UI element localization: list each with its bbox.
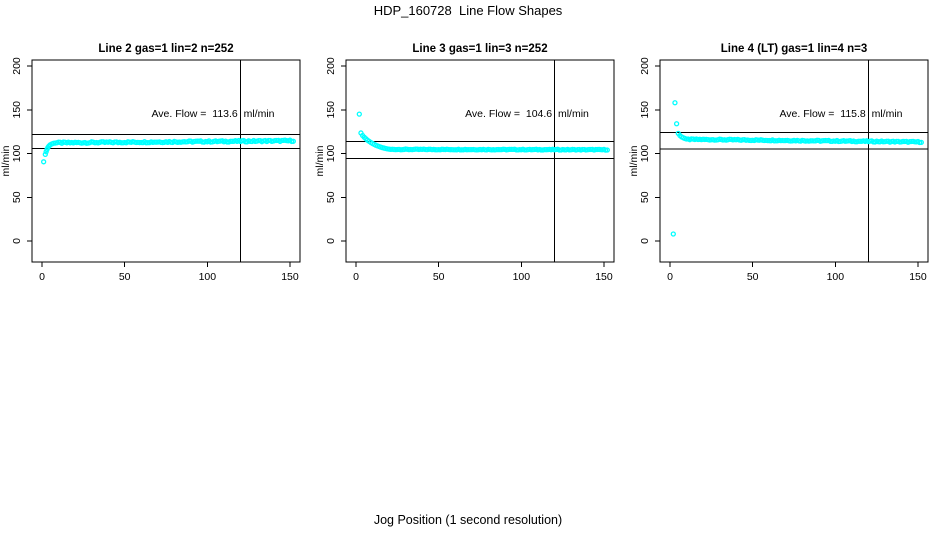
y-tick-label: 200 [639,57,651,75]
x-tick-label: 150 [909,271,927,283]
x-tick-label: 150 [281,271,299,283]
y-tick-label: 200 [11,57,23,75]
data-points [41,137,296,165]
y-tick-label: 50 [11,191,23,203]
y-axis-title: ml/min [628,145,640,176]
panel-line-4: Line 4 (LT) gas=1 lin=4 n=3 0 50 100 150 0 50 1… [628,20,936,300]
y-tick-label: 0 [639,238,651,244]
data-point [41,159,47,165]
plot-line-2: Line 2 gas=1 lin=2 n=252 0 50 100 150 0 50 100 1… [0,43,301,283]
panel-line-2: Line 2 gas=1 lin=2 n=252 0 50 100 150 0 50 100 1… [0,20,308,300]
data-point [42,151,48,158]
y-tick-label: 0 [325,238,337,244]
data-points [670,100,924,237]
y-tick-label: 50 [325,191,337,203]
data-point [918,139,924,146]
y-tick-label: 150 [325,101,337,119]
y-tick-label: 0 [11,238,23,244]
y-tick-label: 150 [639,101,651,119]
x-tick-label: 0 [39,271,45,283]
ave-flow-annotation: Ave. Flow = 113.6 ml/min [151,108,274,120]
y-axis-title: ml/min [314,145,326,176]
x-tick-label: 100 [513,271,531,283]
plot-box [345,59,615,263]
x-tick-label: 0 [667,271,673,283]
data-point [670,231,676,237]
x-tick-label: 100 [199,271,217,283]
data-point [290,138,296,144]
data-point [672,100,678,106]
x-tick-label: 150 [595,271,613,283]
ave-flow-annotation: Ave. Flow = 115.8 ml/min [779,108,902,120]
figure-title: HDP_160728 Line Flow Shapes [373,3,563,18]
panel-title: Line 4 (LT) gas=1 lin=4 n=3 [721,43,867,55]
y-axis-title: ml/min [0,145,12,176]
panel-line-3: Line 3 gas=1 lin=3 n=252 0 50 100 150 0 50 100 1… [314,20,622,300]
plot-box [659,59,929,263]
y-tick-label: 100 [11,145,23,163]
x-tick-label: 50 [747,271,759,283]
plot-line-3: Line 3 gas=1 lin=3 n=252 0 50 100 150 0 50 100 1… [314,43,615,283]
panel-title: Line 2 gas=1 lin=2 n=252 [98,43,233,55]
ave-flow-annotation: Ave. Flow = 104.6 ml/min [465,108,589,120]
x-tick-label: 50 [433,271,445,283]
x-axis-label: Jog Position (1 second resolution) [373,513,563,527]
data-point [356,111,362,117]
y-tick-label: 50 [639,191,651,203]
y-tick-label: 100 [639,145,651,163]
plot-line-4: Line 4 (LT) gas=1 lin=4 n=3 0 50 100 150 0 50 1… [628,43,929,283]
x-tick-label: 50 [119,271,131,283]
data-point [604,147,610,153]
y-tick-label: 150 [11,101,23,119]
x-tick-label: 0 [353,271,359,283]
x-tick-label: 100 [827,271,845,283]
data-points [356,111,610,153]
y-tick-label: 200 [325,57,337,75]
panel-title: Line 3 gas=1 lin=3 n=252 [412,43,547,55]
plot-box [31,59,301,263]
y-tick-label: 100 [325,145,337,163]
data-point [673,121,680,127]
panels-row: Line 2 gas=1 lin=2 n=252 0 50 100 150 0 50 100 1… [0,20,936,300]
